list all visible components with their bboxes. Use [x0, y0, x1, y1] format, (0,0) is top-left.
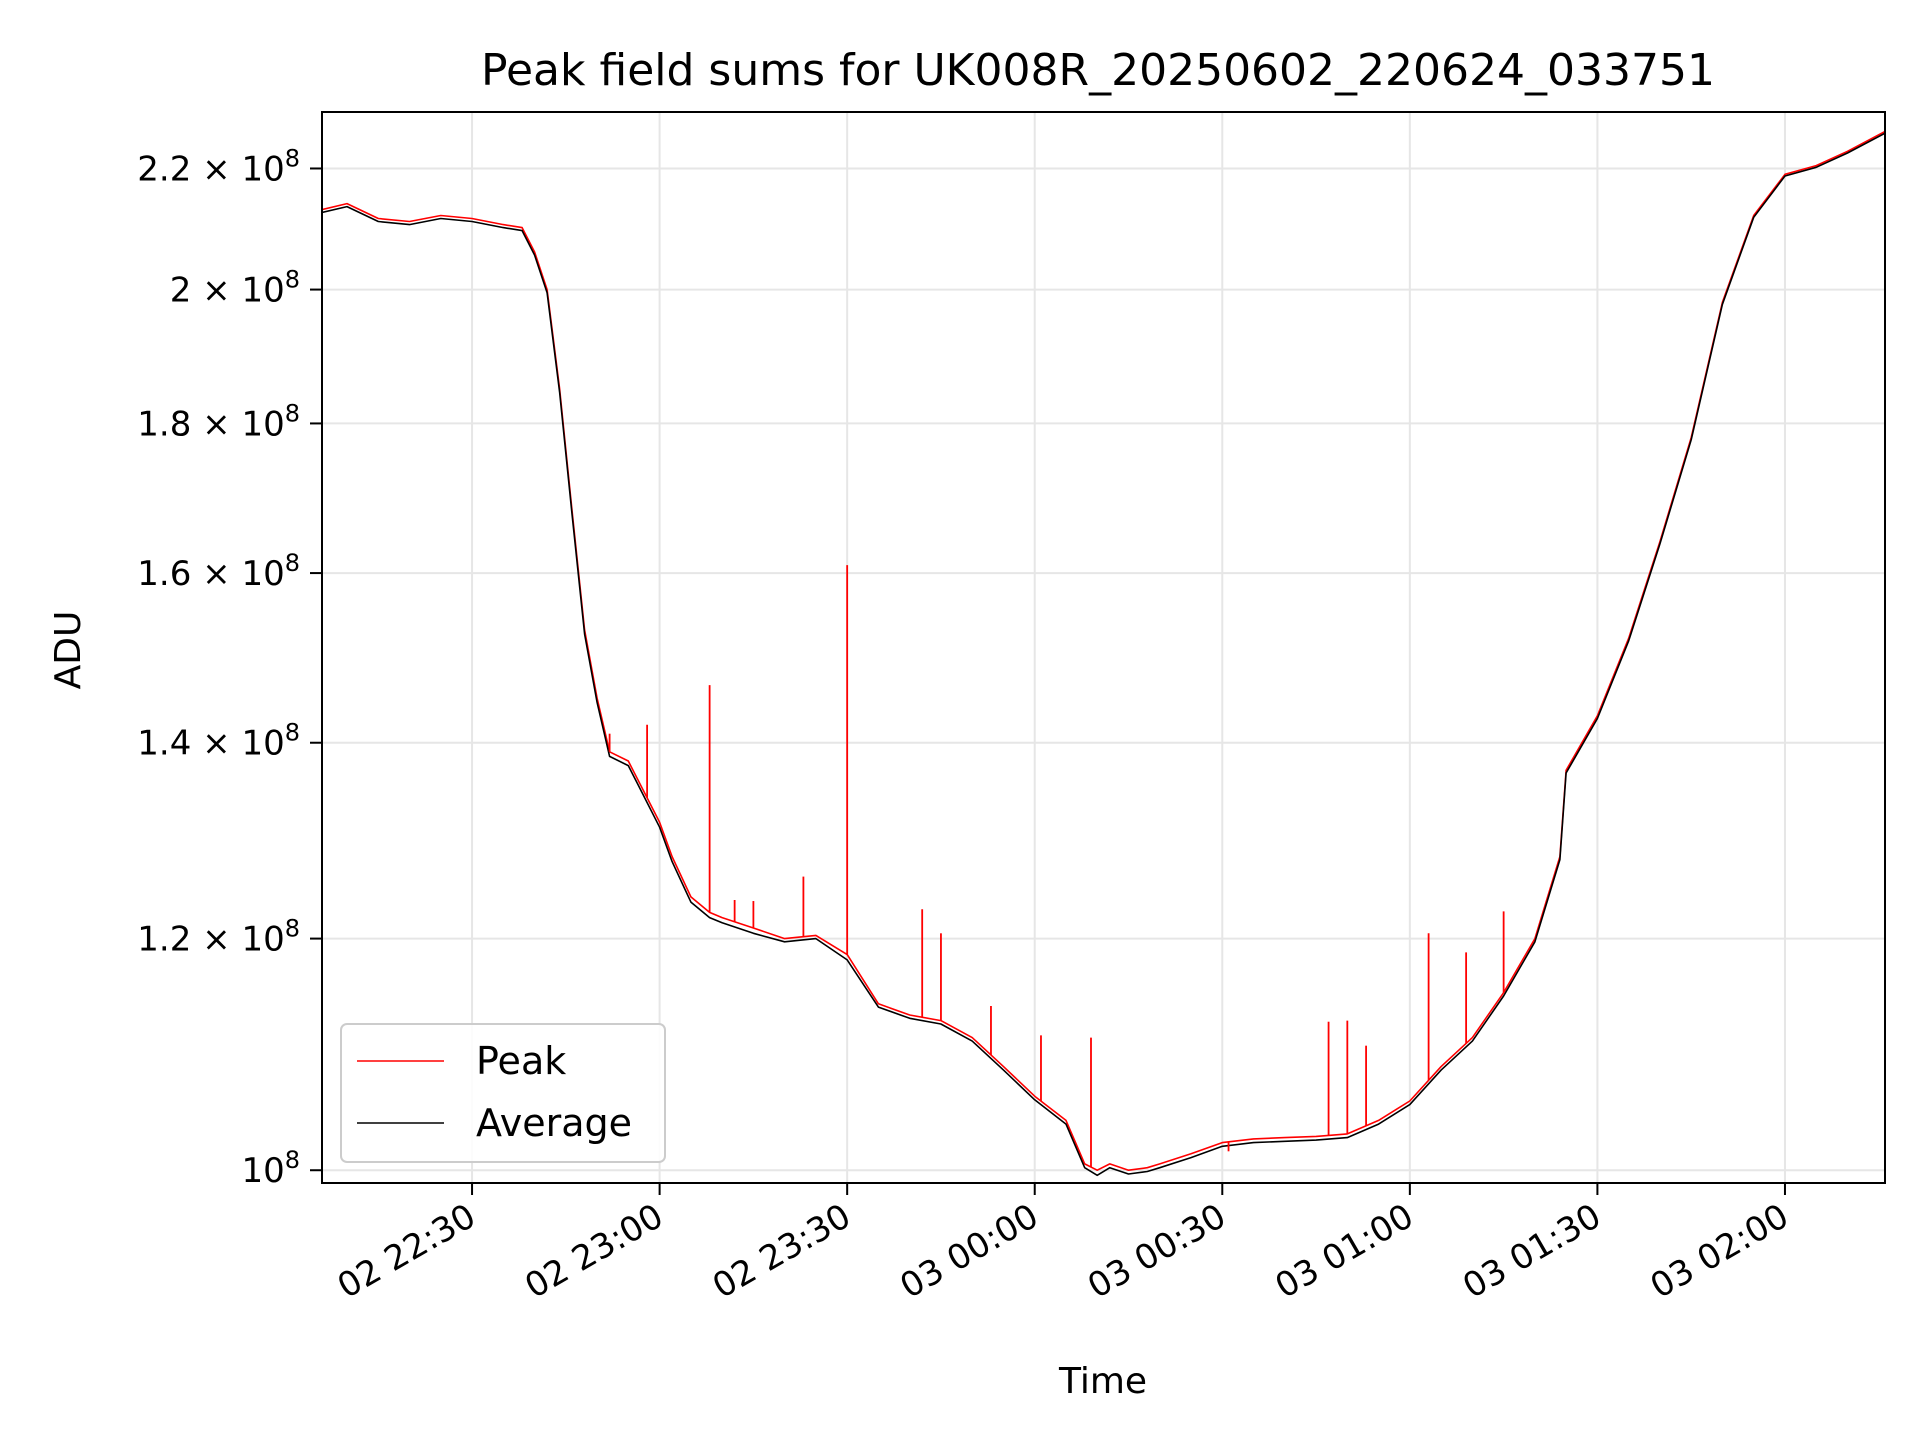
legend: Peak Average	[340, 1023, 666, 1163]
y-tick-label: 1.2 × 108	[137, 915, 300, 960]
legend-peak-label: Peak	[476, 1039, 566, 1083]
y-tick-label: 1.8 × 108	[137, 399, 300, 444]
legend-box	[340, 1023, 666, 1163]
chart-title: Peak field sums for UK008R_20250602_2206…	[481, 45, 1715, 96]
y-tick-label: 1.6 × 108	[137, 549, 300, 594]
y-tick-label: 1.4 × 108	[137, 719, 300, 764]
y-axis-label: ADU	[48, 611, 89, 690]
grid	[322, 112, 1885, 1183]
legend-average-label: Average	[476, 1101, 632, 1145]
plot-frame	[321, 111, 1886, 1184]
y-tick-label: 108	[241, 1146, 300, 1191]
series-line-average	[322, 132, 1885, 1177]
y-axis: 108 1.2 × 108 1.4 × 108 1.6 × 108 1.8 × 108 2…	[137, 144, 322, 1191]
series-layer	[322, 130, 1885, 1177]
y-tick-label: 2.2 × 108	[137, 144, 300, 189]
y-tick-label: 2 × 108	[170, 266, 300, 311]
x-axis-label: Time	[1058, 1361, 1147, 1402]
